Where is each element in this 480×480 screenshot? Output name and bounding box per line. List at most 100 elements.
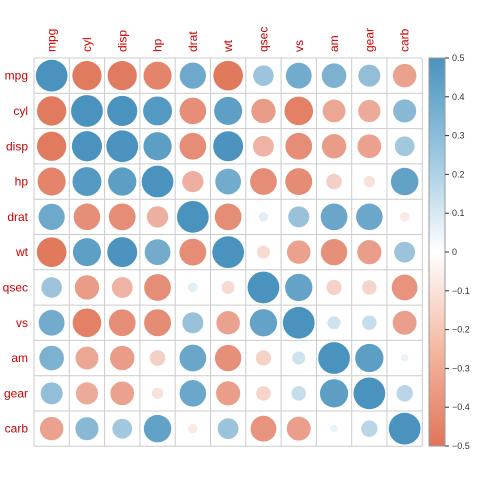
correlation-circle-disp-drat [179,132,207,160]
correlation-circle-am-hp [149,350,166,366]
correlation-circle-carb-drat [188,423,198,434]
correlation-circle-cyl-gear [358,99,381,123]
correlation-circle-carb-cyl [75,417,99,441]
correlation-circle-drat-mpg [38,203,65,230]
correlation-circle-vs-qsec [249,309,278,337]
correlation-circle-qsec-cyl [74,275,100,300]
correlation-circle-gear-wt [216,381,241,406]
correlation-circle-qsec-drat [188,282,198,293]
correlation-circle-gear-qsec [256,386,271,401]
correlation-circle-hp-am [326,173,342,190]
row-label-gear: gear [4,386,28,400]
correlation-circle-hp-disp [108,167,137,196]
row-label-hp: hp [15,175,29,189]
correlation-circle-mpg-cyl [72,61,102,91]
correlation-circle-carb-hp [143,414,172,443]
correlation-circle-hp-drat [182,170,204,193]
correlation-circle-gear-am [319,379,349,408]
colorbar-tick-label: 0 [452,247,457,257]
correlation-circle-wt-am [320,238,348,266]
correlation-circle-mpg-mpg [35,59,68,92]
correlation-circle-carb-vs [286,416,311,441]
correlation-circle-carb-disp [112,418,133,439]
correlation-circle-hp-carb [390,167,419,196]
correlation-circle-disp-cyl [71,131,103,162]
correlation-circle-cyl-vs [284,96,314,126]
correlation-circle-am-qsec [255,350,272,366]
correlation-circle-gear-drat [179,380,207,407]
correlation-circle-hp-cyl [72,167,102,197]
column-label-hp: hp [151,38,165,52]
label-layer: mpg cyl disp hp drat wt qsec vs am gear carb mpg cyl… [3,27,412,436]
row-label-carb: carb [5,422,29,436]
correlation-circle-drat-am [320,203,348,231]
column-label-drat: drat [186,31,200,52]
correlation-circle-wt-carb [394,241,416,263]
correlation-circle-cyl-carb [393,99,417,123]
colorbar-tick-label: −0.2 [452,325,470,335]
correlation-circle-drat-cyl [73,203,101,231]
correlation-circle-disp-vs [285,132,313,160]
correlation-circle-cyl-wt [214,96,243,125]
column-label-wt: wt [221,39,235,53]
correlation-circle-drat-drat [176,200,209,233]
correlation-circle-wt-gear [357,240,382,265]
colorbar-tick-label: 0.5 [452,53,465,63]
colorbar-gradient [428,57,446,447]
column-label-qsec: qsec [256,27,270,52]
correlation-circle-mpg-vs [285,62,312,89]
correlation-circle-vs-mpg [38,309,65,336]
correlation-circle-cyl-drat [179,97,207,125]
correlation-circle-qsec-wt [221,280,235,294]
correlation-circle-vs-wt [216,310,240,335]
correlation-circle-mpg-qsec [253,65,274,86]
column-label-cyl: cyl [80,37,94,52]
correlation-circle-gear-vs [291,386,307,401]
correlation-circle-hp-qsec [250,168,277,195]
correlation-circle-wt-disp [107,237,138,268]
correlation-circle-am-carb [400,354,409,362]
row-label-disp: disp [6,139,28,153]
correlation-circle-disp-hp [143,132,172,161]
correlation-circle-am-mpg [39,345,64,371]
column-label-gear: gear [362,28,376,52]
correlation-circle-cyl-am [322,99,346,123]
correlation-circle-mpg-hp [143,61,172,90]
row-label-vs: vs [16,316,28,330]
correlation-circle-carb-qsec [250,415,277,442]
correlation-circle-qsec-am [326,279,342,296]
correlation-circle-carb-wt [217,418,239,440]
correlation-circle-vs-carb [392,310,417,335]
row-label-qsec: qsec [3,280,28,294]
column-label-am: am [327,35,341,52]
correlation-circle-carb-carb [388,412,421,445]
correlation-circle-drat-qsec [258,212,269,222]
correlation-circle-qsec-carb [391,274,418,301]
correlation-circle-gear-disp [110,381,135,406]
correlation-circle-disp-qsec [253,135,274,157]
correlation-circle-qsec-hp [144,274,171,301]
correlation-circle-cyl-disp [107,95,138,127]
correlation-circle-drat-wt [214,203,242,231]
correlation-circle-vs-disp [108,309,136,337]
colorbar: 0.5 0.4 0.3 0.2 0.1 0 −0.1 −0.2 −0.3 −0.4 −0.5 [428,53,470,451]
correlation-circle-mpg-gear [358,64,381,87]
colorbar-tick-label: 0.2 [452,169,465,179]
correlation-circle-disp-mpg [37,131,67,161]
colorbar-tick-label: 0.3 [452,131,465,141]
correlation-circle-gear-hp [151,387,164,400]
correlation-circle-cyl-hp [143,96,173,126]
correlation-circle-disp-am [321,134,347,159]
correlation-circle-disp-carb [394,136,415,157]
correlation-circle-drat-vs [288,206,310,228]
correlation-circle-wt-hp [144,239,171,266]
correlation-circle-mpg-carb [392,63,417,88]
correlation-circle-drat-disp [108,203,136,231]
correlation-circle-carb-mpg [39,416,64,441]
row-label-drat: drat [7,210,28,224]
column-label-mpg: mpg [45,29,59,52]
row-label-wt: wt [15,245,29,259]
correlation-circle-qsec-disp [111,277,133,298]
correlation-circle-am-cyl [75,346,99,370]
